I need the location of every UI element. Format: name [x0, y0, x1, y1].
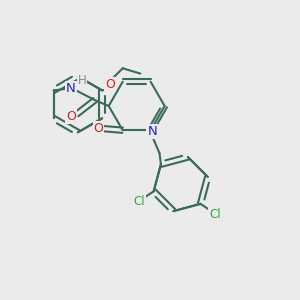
Text: H: H: [77, 74, 86, 87]
Text: N: N: [147, 125, 157, 138]
Text: Cl: Cl: [133, 195, 145, 208]
Text: O: O: [94, 122, 103, 135]
Text: O: O: [105, 78, 115, 91]
Text: Cl: Cl: [209, 208, 221, 221]
Text: N: N: [66, 82, 76, 95]
Text: O: O: [66, 110, 76, 123]
